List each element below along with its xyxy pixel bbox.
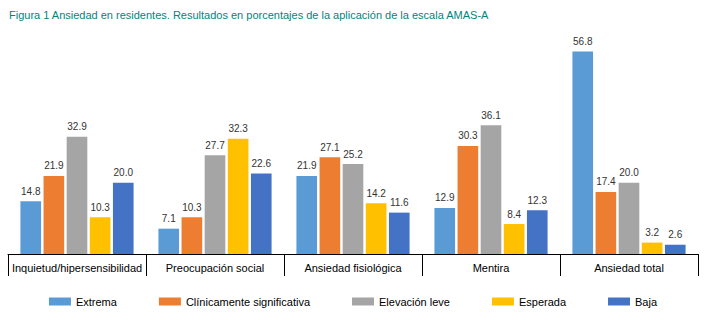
svg-text:Figura 1 Ansiedad en residente: Figura 1 Ansiedad en residentes. Resulta…: [9, 9, 489, 21]
svg-text:32.9: 32.9: [67, 121, 87, 132]
svg-text:10.3: 10.3: [182, 202, 202, 213]
svg-text:27.1: 27.1: [320, 142, 340, 153]
svg-text:14.8: 14.8: [21, 186, 41, 197]
svg-text:Inquietud/hipersensibilidad: Inquietud/hipersensibilidad: [12, 262, 142, 274]
svg-text:12.3: 12.3: [528, 195, 548, 206]
svg-text:8.4: 8.4: [507, 209, 521, 220]
svg-text:Elevación leve: Elevación leve: [379, 296, 450, 308]
svg-text:Baja: Baja: [635, 296, 658, 308]
svg-text:25.2: 25.2: [343, 149, 363, 160]
svg-text:22.6: 22.6: [252, 158, 272, 169]
svg-text:Ansiedad fisiológica: Ansiedad fisiológica: [304, 262, 402, 274]
svg-text:10.3: 10.3: [90, 202, 110, 213]
svg-text:30.3: 30.3: [458, 130, 478, 141]
svg-text:Preocupación social: Preocupación social: [166, 262, 264, 274]
svg-text:20.0: 20.0: [619, 167, 639, 178]
svg-text:14.2: 14.2: [366, 188, 386, 199]
svg-text:3.2: 3.2: [645, 227, 659, 238]
svg-text:Extrema: Extrema: [76, 296, 118, 308]
svg-text:17.4: 17.4: [596, 176, 616, 187]
svg-text:2.6: 2.6: [668, 229, 682, 240]
svg-text:Ansiedad total: Ansiedad total: [594, 262, 664, 274]
svg-text:36.1: 36.1: [481, 110, 501, 121]
svg-text:11.6: 11.6: [390, 197, 409, 208]
svg-text:Esperada: Esperada: [519, 296, 567, 308]
svg-text:Clínicamente significativa: Clínicamente significativa: [186, 296, 311, 308]
svg-text:21.9: 21.9: [297, 160, 317, 171]
svg-text:12.9: 12.9: [435, 192, 455, 203]
svg-text:56.8: 56.8: [573, 36, 593, 47]
svg-text:Mentira: Mentira: [473, 262, 511, 274]
svg-text:7.1: 7.1: [162, 213, 176, 224]
svg-text:20.0: 20.0: [114, 167, 134, 178]
svg-text:32.3: 32.3: [228, 123, 248, 134]
svg-text:21.9: 21.9: [44, 160, 64, 171]
svg-text:27.7: 27.7: [205, 140, 225, 151]
